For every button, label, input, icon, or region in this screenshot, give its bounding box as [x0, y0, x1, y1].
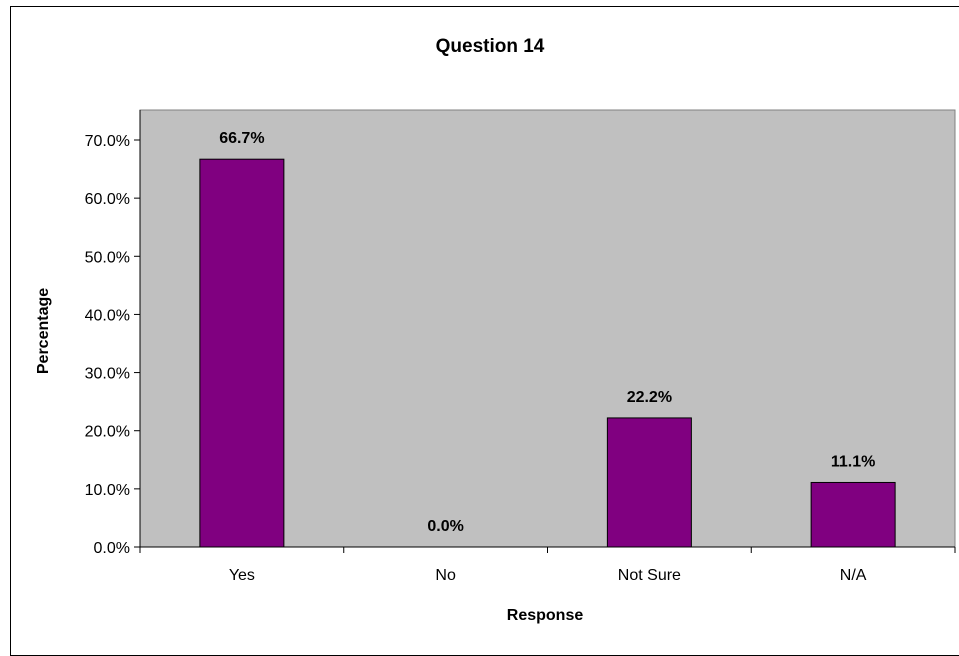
bar	[810, 481, 896, 548]
y-tick-label: 40.0%	[85, 307, 130, 324]
x-tick-label: Yes	[229, 567, 255, 584]
x-axis-label: Response	[507, 607, 584, 624]
y-tick-label: 70.0%	[85, 133, 130, 150]
axes-group	[134, 110, 956, 553]
y-tick-label: 30.0%	[85, 366, 130, 383]
data-label: 11.1%	[831, 453, 875, 470]
data-label: 0.0%	[427, 518, 463, 535]
labels-group: 0.0% 10.0% 20.0% 30.0% 40.0% 50.0% 60.0% 70.0% 6…	[85, 130, 876, 584]
data-label: 22.2%	[627, 389, 672, 406]
x-tick-label: N/A	[840, 567, 867, 584]
y-tick-label: 10.0%	[85, 482, 130, 499]
y-tick-label: 60.0%	[85, 191, 130, 208]
y-axis-label: Percentage	[35, 288, 52, 374]
chart-title: Question 14	[436, 36, 545, 57]
bar	[199, 158, 285, 548]
x-tick-label: Not Sure	[618, 567, 681, 584]
y-tick-label: 0.0%	[94, 540, 130, 557]
y-tick-label: 20.0%	[85, 424, 130, 441]
x-tick-label: No	[435, 567, 456, 584]
y-tick-label: 50.0%	[85, 249, 130, 266]
data-label: 66.7%	[219, 130, 264, 147]
bar	[606, 417, 692, 548]
